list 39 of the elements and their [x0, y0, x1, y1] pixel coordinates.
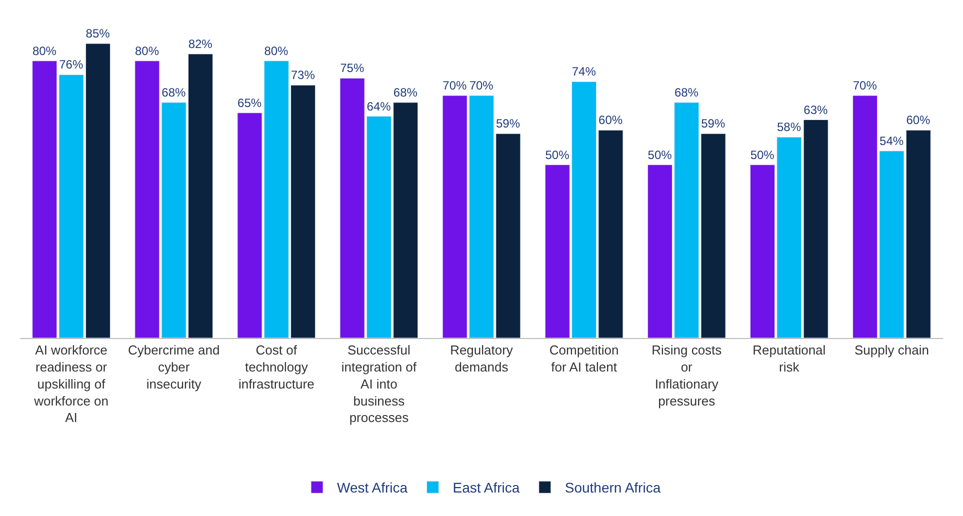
legend-label: West Africa	[337, 480, 408, 496]
data-label: 64%	[366, 99, 392, 114]
data-label: 76%	[59, 58, 84, 72]
x-tick-label: Regulatory demands	[450, 342, 514, 374]
data-label: 60%	[598, 113, 623, 128]
data-label: 60%	[906, 113, 931, 128]
x-tick-label: Cost of technology infrastructure	[238, 342, 314, 392]
data-label: 70%	[442, 78, 468, 93]
data-label: 59%	[701, 116, 726, 131]
x-tick-label: AI workforce readiness or upskilling of workforce on AI	[33, 342, 108, 426]
data-label: 68%	[162, 85, 186, 100]
legend-label: Southern Africa	[564, 480, 661, 496]
data-label: 74%	[572, 64, 596, 79]
x-tick-label: Rising costs or Inflationary pressures	[652, 342, 722, 408]
data-label: 80%	[32, 44, 57, 58]
data-label: 68%	[393, 85, 418, 100]
data-label: 50%	[750, 148, 775, 162]
data-label: 68%	[674, 85, 699, 100]
data-label: 50%	[648, 148, 672, 162]
data-label: 80%	[264, 44, 289, 58]
x-tick-label: Supply chain	[854, 342, 929, 358]
data-label: 70%	[469, 78, 494, 93]
data-label: 58%	[776, 120, 802, 134]
data-label: 65%	[238, 96, 262, 110]
x-tick-label: Competition for AI talent	[549, 342, 619, 374]
data-label: 82%	[188, 36, 213, 51]
data-label: 85%	[86, 26, 110, 41]
data-label: 80%	[134, 44, 160, 58]
data-label: 59%	[496, 116, 520, 131]
data-label: 70%	[852, 78, 878, 93]
data-label: 75%	[340, 61, 364, 76]
legend-label: East Africa	[452, 480, 520, 496]
data-label: 54%	[880, 134, 904, 148]
data-label: 50%	[545, 148, 570, 162]
x-tick-label: Cybercrime and cyber insecurity	[128, 342, 220, 392]
data-label: 63%	[804, 102, 828, 117]
x-tick-label: Successful integration of AI into business processes	[341, 342, 417, 426]
x-tick-label: Reputational risk	[752, 342, 826, 374]
data-label: 73%	[290, 68, 316, 82]
